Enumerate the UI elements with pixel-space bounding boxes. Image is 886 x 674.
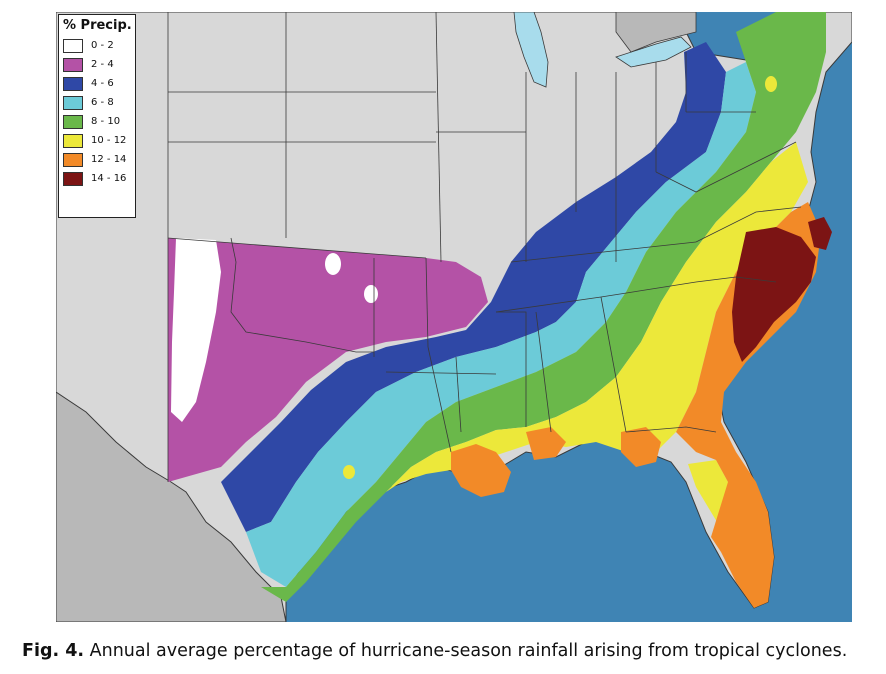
legend-swatch — [63, 57, 83, 72]
legend-swatch — [63, 152, 83, 167]
lake-erie — [615, 36, 692, 68]
band-12-14-bigbend — [621, 427, 661, 467]
legend-entry: 14 - 16 — [63, 169, 135, 188]
band-8-10 — [261, 12, 826, 602]
legend-label: 4 - 6 — [91, 78, 114, 89]
lake-michigan — [513, 12, 549, 88]
legend-swatch — [63, 171, 83, 186]
legend-swatch — [63, 114, 83, 129]
mexico — [56, 391, 287, 622]
band-10-12 — [386, 142, 808, 492]
legend-swatch — [63, 38, 83, 53]
map-frame — [56, 12, 852, 622]
band-0-2 — [171, 238, 221, 422]
band-12-14-gulf — [451, 444, 511, 497]
band-4-6 — [221, 42, 726, 532]
legend-entry: 4 - 6 — [63, 74, 135, 93]
band-0-2-spot-1 — [325, 253, 341, 275]
legend-title: % Precip. — [63, 18, 132, 33]
band-14-16-coast — [808, 217, 832, 250]
band-10-12-spot-2 — [343, 465, 355, 479]
legend-label: 6 - 8 — [91, 97, 114, 108]
rainfall-map — [56, 12, 852, 622]
band-6-8 — [246, 62, 756, 587]
legend-entry: 2 - 4 — [63, 55, 135, 74]
legend-swatch — [63, 76, 83, 91]
legend-label: 2 - 4 — [91, 59, 114, 70]
legend-label: 12 - 14 — [91, 154, 127, 165]
canada — [615, 12, 697, 53]
legend-rows: 0 - 2 2 - 4 4 - 6 6 - 8 8 - 10 10 - 12 — [59, 36, 135, 188]
legend-entry: 0 - 2 — [63, 36, 135, 55]
band-10-12-spot — [765, 76, 777, 92]
caption-label: Fig. 4. — [22, 641, 85, 661]
legend-label: 0 - 2 — [91, 40, 114, 51]
legend: % Precip. 0 - 2 2 - 4 4 - 6 6 - 8 8 - 10 — [58, 14, 136, 218]
legend-swatch — [63, 95, 83, 110]
legend-entry: 12 - 14 — [63, 150, 135, 169]
legend-label: 10 - 12 — [91, 135, 127, 146]
legend-label: 8 - 10 — [91, 116, 121, 127]
band-2-4 — [168, 238, 488, 482]
legend-label: 14 - 16 — [91, 173, 127, 184]
legend-entry: 10 - 12 — [63, 131, 135, 150]
precip-bands — [168, 12, 832, 608]
legend-swatch — [63, 133, 83, 148]
caption-text: Annual average percentage of hurricane-s… — [89, 641, 848, 661]
state-borders — [167, 12, 802, 482]
legend-entry: 6 - 8 — [63, 93, 135, 112]
band-0-2-spot-2 — [364, 285, 378, 303]
band-12-14-panhandle — [526, 427, 566, 460]
band-14-16 — [732, 227, 816, 362]
figure-caption: Fig. 4. Annual average percentage of hur… — [22, 641, 882, 661]
legend-entry: 8 - 10 — [63, 112, 135, 131]
